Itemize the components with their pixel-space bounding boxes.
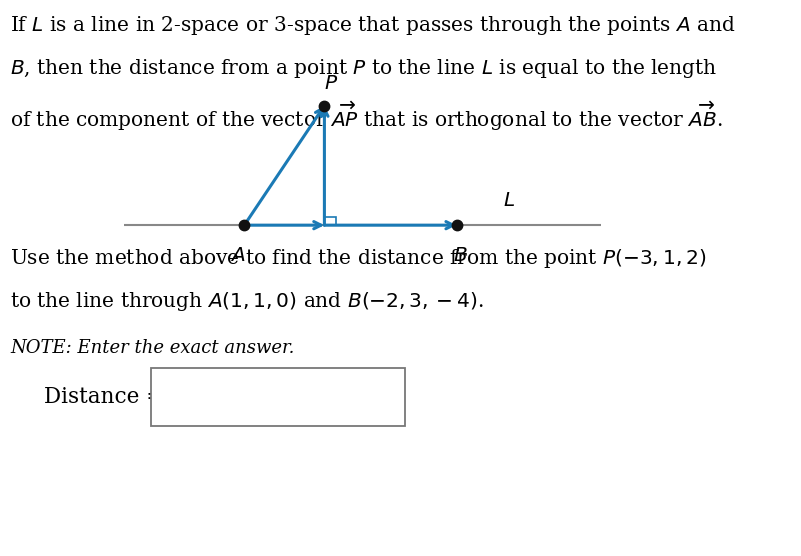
Text: $A$: $A$ [230,246,246,265]
Text: $B$, then the distance from a point $P$ to the line $L$ is equal to the length: $B$, then the distance from a point $P$ … [10,57,718,80]
Text: of the component of the vector $\overrightarrow{AP}$ that is orthogonal to the v: of the component of the vector $\overrig… [10,100,723,133]
Text: If $L$ is a line in 2-space or 3-space that passes through the points $A$ and: If $L$ is a line in 2-space or 3-space t… [10,14,736,37]
Text: $B$: $B$ [453,246,468,265]
Text: $P$: $P$ [324,75,338,93]
Bar [324,217,336,225]
Text: $L$: $L$ [503,191,515,210]
Text: to the line through $A(1, 1, 0)$ and $B(-2, 3, -4)$.: to the line through $A(1, 1, 0)$ and $B(… [10,290,485,313]
Text: Distance =: Distance = [44,386,164,408]
FancyBboxPatch shape [151,368,405,426]
Text: Use the method above to find the distance from the point $P(-3, 1, 2)$: Use the method above to find the distanc… [10,247,706,270]
Text: NOTE: Enter the exact answer.: NOTE: Enter the exact answer. [10,339,295,356]
